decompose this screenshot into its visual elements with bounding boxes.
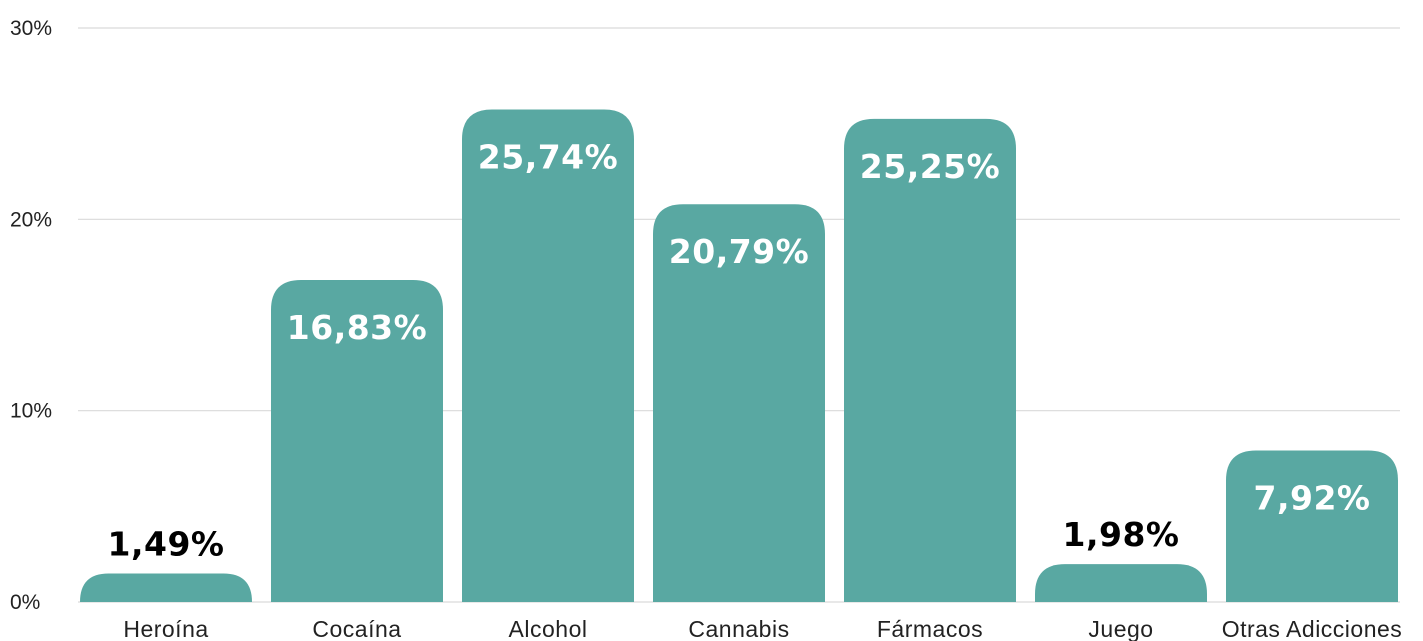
x-category-label: Alcohol [509,616,588,641]
bar-heroina [80,573,252,602]
value-labels: 1,49% 16,83% 25,74% 20,79% 25,25% 1,98% 7,92% [108,138,1371,564]
y-axis-ticks: 0% 10% 20% 30% [10,17,52,614]
y-tick-label: 20% [10,208,52,231]
x-category-label: Fármacos [877,616,983,641]
bar-cannabis [653,204,825,602]
x-category-label: Heroína [123,616,208,641]
bar-farmacos [844,118,1016,602]
bars [80,109,1398,603]
x-category-label: Cannabis [688,616,789,641]
x-category-label: Otras Adicciones [1222,616,1403,641]
data-label: 25,25% [860,147,1000,186]
bar-cocaina [271,279,443,602]
bar-alcohol [462,109,634,603]
x-category-label: Juego [1088,616,1153,641]
data-label: 1,49% [108,524,225,563]
y-tick-label: 0% [10,591,40,614]
data-label: 7,92% [1254,478,1371,517]
data-label: 25,74% [478,138,618,177]
bar-otras-adicciones [1226,450,1398,602]
bar-juego [1035,564,1207,602]
data-label: 1,98% [1063,515,1180,554]
y-tick-label: 30% [10,17,52,40]
y-tick-label: 10% [10,400,52,423]
data-label: 20,79% [669,232,809,271]
x-axis-categories: Heroína Cocaína Alcohol Cannabis Fármacos Jue… [123,616,1403,641]
x-category-label: Cocaína [312,616,401,641]
data-label: 16,83% [287,308,427,347]
